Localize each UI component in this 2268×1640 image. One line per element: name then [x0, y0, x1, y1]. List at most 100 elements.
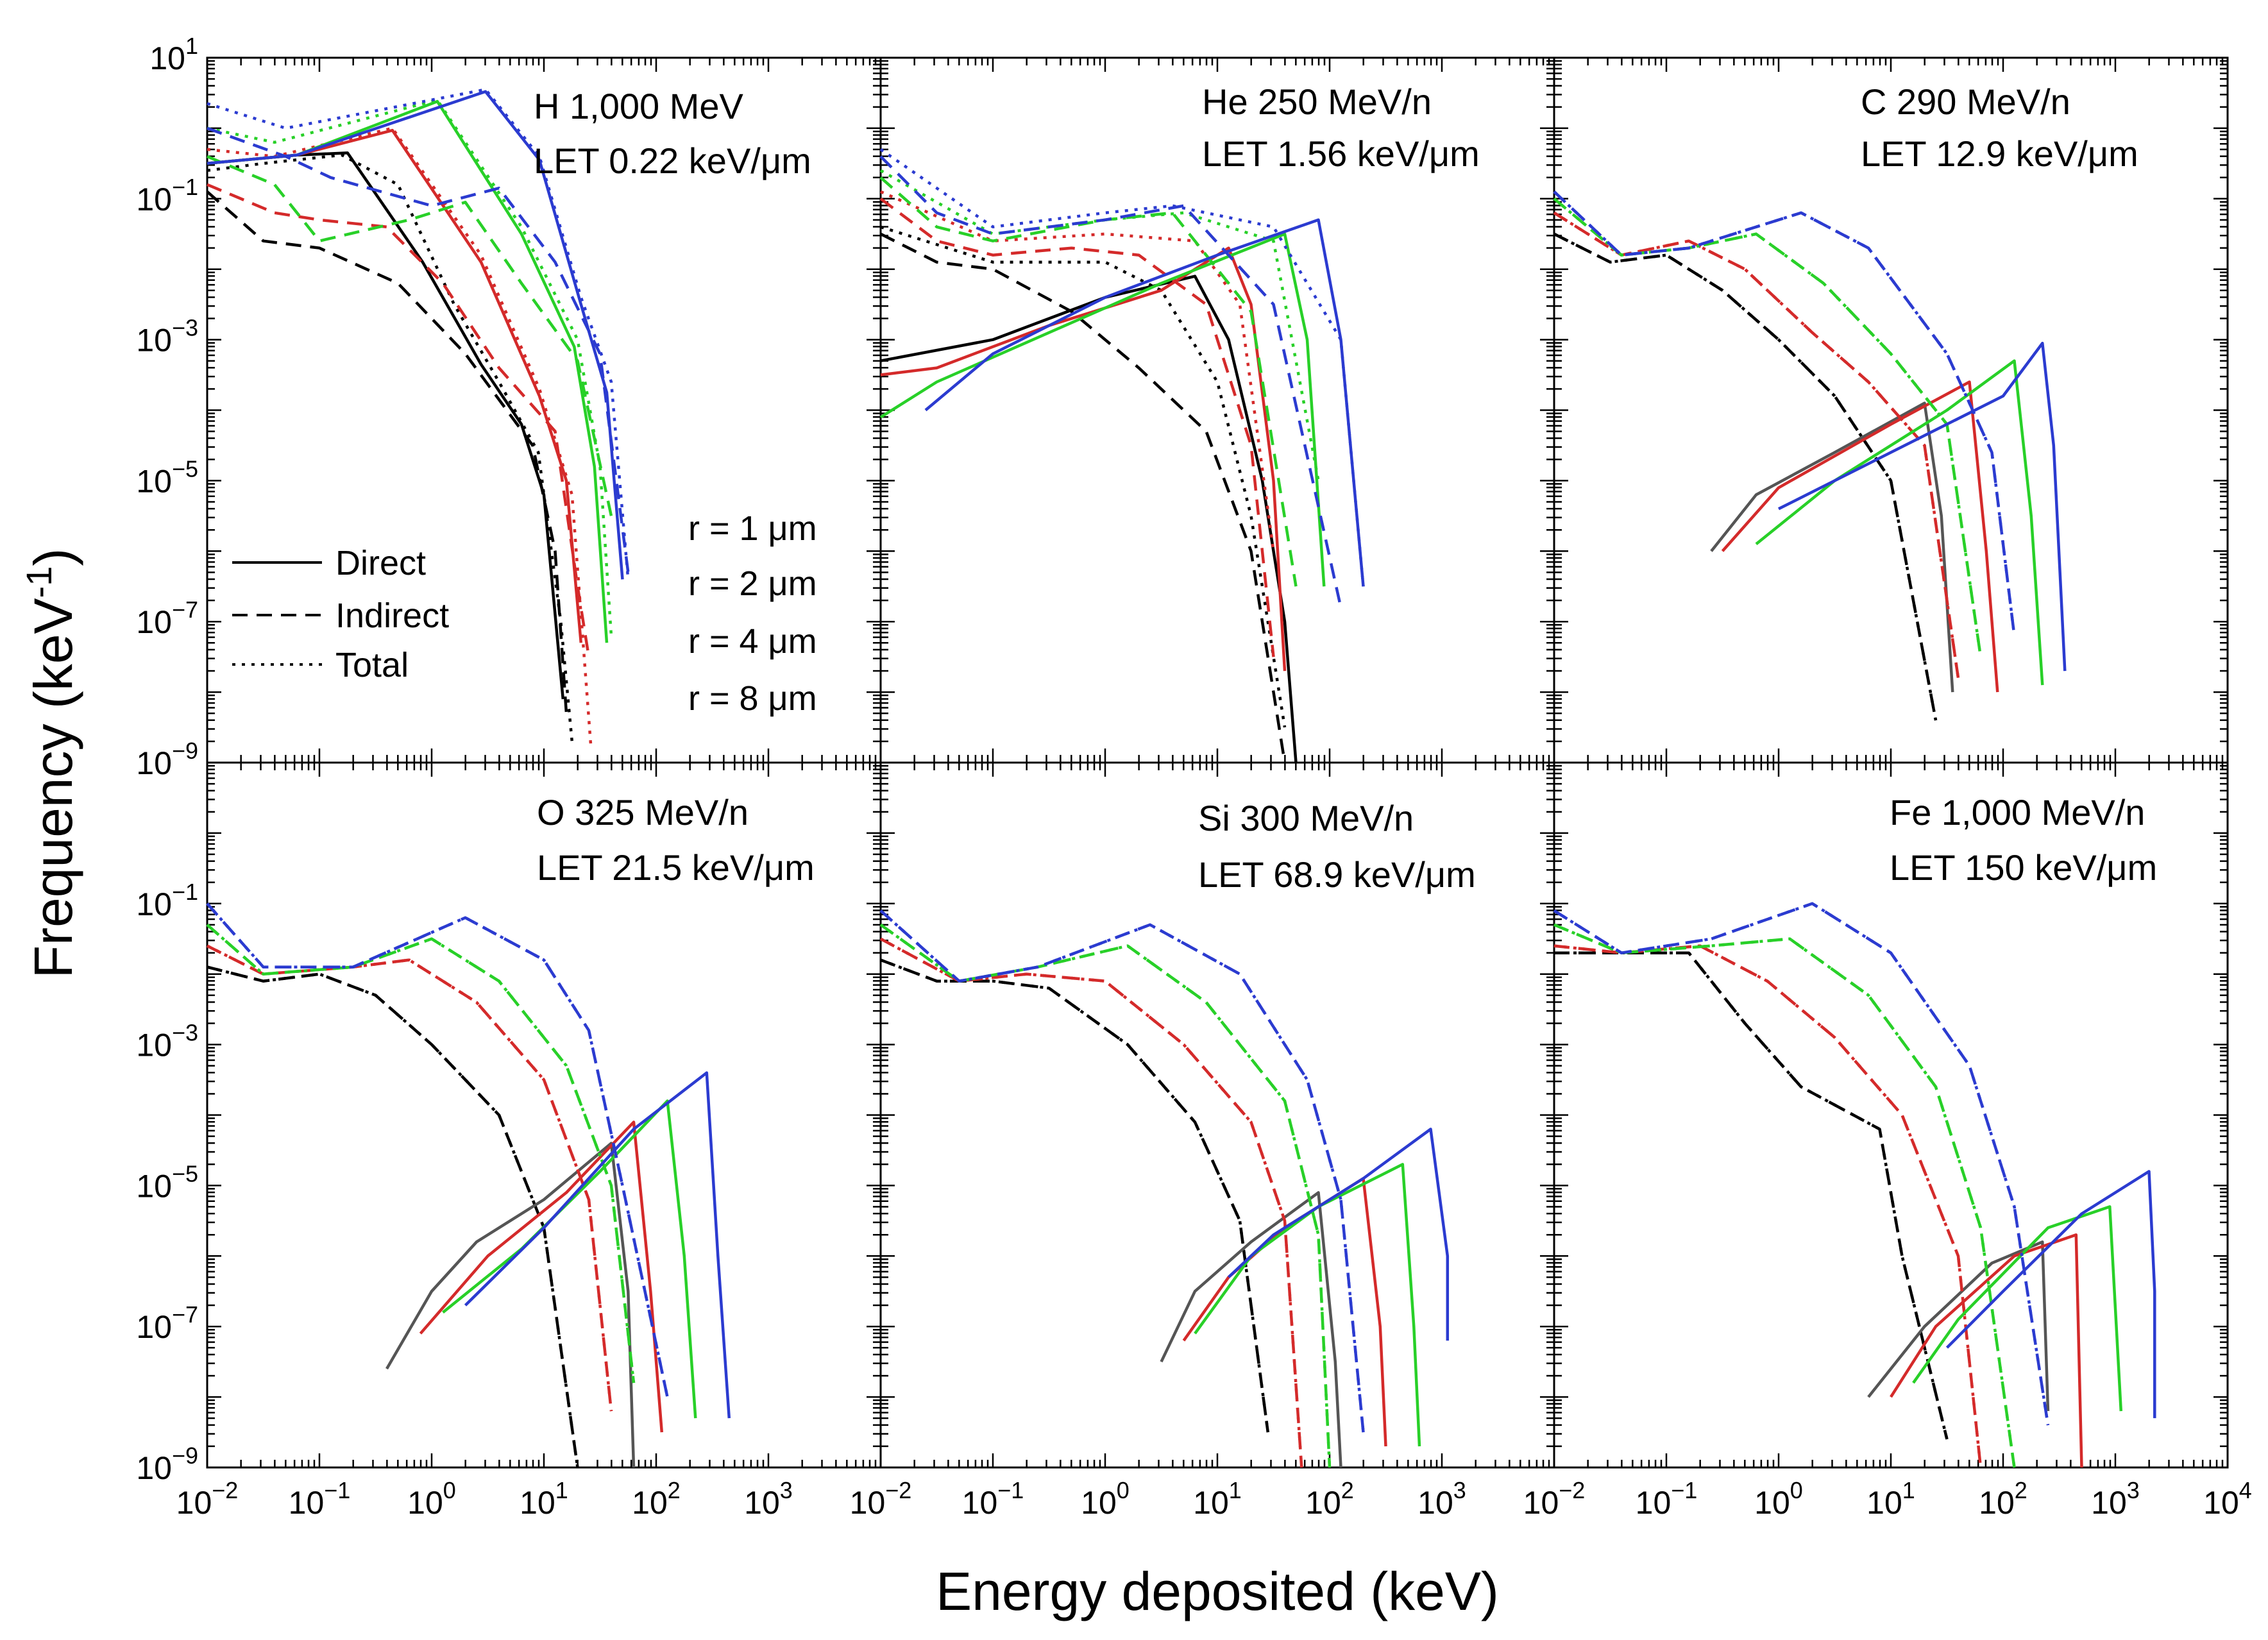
series-r8-direct — [207, 90, 624, 580]
panels: 101 10−1 10−3 10−5 10−7 10−9 H 1,000 MeV LET 0.… — [136, 33, 2252, 1521]
series-r1-direct — [385, 1142, 636, 1468]
series-r2-indirect — [1553, 211, 1960, 679]
legend-label-direct: Direct — [335, 544, 426, 582]
x-tick-label: 10−2 — [176, 1477, 239, 1521]
panel-2: He 250 MeV/n LET 1.56 keV/μm — [879, 56, 1555, 764]
series-r2-direct — [880, 246, 1287, 672]
series-r8-indirect — [879, 909, 1365, 1433]
x-tick-label: 100 — [1754, 1477, 1803, 1521]
series-r1-indirect — [879, 232, 1287, 763]
series-r4-total — [207, 98, 613, 636]
series-r1-total — [880, 225, 1287, 728]
y-tick-label: 10−3 — [136, 1020, 198, 1063]
series-r8-total — [207, 88, 630, 580]
series-r1-indirect — [207, 965, 579, 1468]
y-tick-label: 10−7 — [136, 596, 198, 640]
series-r1-indirect — [1553, 232, 1938, 721]
series-r8-direct — [1945, 1170, 2156, 1419]
panel-6: 10−2 10−1 100 101 102 103 104 Fe 1,000 MeV/n LET… — [1523, 761, 2252, 1521]
legend-radius-2: r = 2 μm — [688, 564, 817, 603]
x-tick-label: 10−1 — [962, 1477, 1024, 1521]
series-r4-direct — [879, 232, 1326, 587]
y-tick-label: 10−1 — [136, 879, 198, 922]
series-r8-direct — [924, 218, 1365, 587]
panel-title: C 290 MeV/n — [1861, 81, 2070, 122]
legend: Direct Indirect Total r = 1 μm r = 2 μm r = 4… — [232, 509, 817, 718]
series-r1-indirect — [880, 958, 1270, 1433]
series-r4-direct — [1194, 1163, 1421, 1447]
series-r2-total — [1553, 944, 1983, 1468]
series-r2-direct — [419, 1120, 664, 1433]
series-r2-direct — [1890, 1233, 2083, 1468]
y-tick-label: 10−5 — [136, 1160, 198, 1204]
series-r4-indirect — [879, 923, 1332, 1468]
series-r2-indirect — [1553, 944, 1983, 1468]
series-r2-indirect — [879, 198, 1275, 657]
panel-4: 10−1 10−3 10−5 10−7 10−910−2 10−1 100 101 102 103… — [136, 761, 882, 1521]
x-tick-label: 103 — [1418, 1477, 1466, 1521]
panel-3: C 290 MeV/n LET 12.9 keV/μm — [1553, 56, 2229, 764]
series-r8-total — [879, 909, 1365, 1433]
series-r8-total — [1553, 902, 2050, 1426]
panel-title: He 250 MeV/n — [1202, 81, 1432, 122]
y-tick-label: 10−7 — [136, 1301, 198, 1345]
legend-label-total: Total — [335, 646, 409, 684]
series-r2-indirect — [207, 183, 591, 657]
series-r8-direct — [1227, 1128, 1450, 1341]
x-tick-label: 103 — [744, 1477, 793, 1521]
series-r4-total — [206, 924, 636, 1383]
panel-let: LET 0.22 keV/μm — [534, 140, 811, 181]
x-tick-label: 10−1 — [289, 1477, 351, 1521]
series-r8-indirect — [1553, 902, 2050, 1426]
y-axis-title-close: ) — [23, 548, 83, 566]
series-r4-direct — [1912, 1205, 2123, 1412]
x-tick-label: 101 — [1866, 1477, 1915, 1521]
panel-let: LET 1.56 keV/μm — [1202, 133, 1480, 174]
series-r1-direct — [1710, 402, 1954, 693]
series-r1-direct — [880, 275, 1298, 763]
series-r1-total — [207, 965, 579, 1468]
y-axis-title-exp: -1 — [19, 566, 59, 598]
series-r1-total — [1553, 232, 1938, 721]
series-r8-total — [879, 148, 1365, 587]
panel-1: 101 10−1 10−3 10−5 10−7 10−9 H 1,000 MeV LET 0.… — [136, 33, 882, 781]
x-tick-label: 101 — [1193, 1477, 1242, 1521]
series-r4-indirect — [206, 924, 636, 1383]
series-r2-total — [880, 190, 1275, 552]
y-tick-label: 10−3 — [136, 315, 198, 359]
series-r2-total — [206, 944, 613, 1412]
y-tick-label: 10−9 — [136, 1442, 198, 1486]
x-tick-label: 102 — [632, 1477, 681, 1521]
series-r8-indirect — [207, 126, 630, 573]
series-r2-indirect — [206, 944, 613, 1412]
x-tick-label: 101 — [520, 1477, 568, 1521]
series-r4-indirect — [879, 176, 1298, 587]
series-r4-direct — [442, 1099, 697, 1419]
series-r1-direct — [1867, 1240, 2050, 1412]
y-tick-label: 10−9 — [136, 738, 198, 781]
series-r4-direct — [1755, 359, 2044, 686]
series-r1-direct — [1160, 1191, 1342, 1468]
y-tick-label: 10−1 — [136, 174, 198, 217]
panel-let: LET 68.9 keV/μm — [1198, 854, 1476, 895]
x-tick-label: 10−2 — [850, 1477, 912, 1521]
x-axis-title: Energy deposited (keV) — [936, 1561, 1499, 1621]
x-tick-label: 100 — [1081, 1477, 1130, 1521]
legend-radius-3: r = 4 μm — [688, 622, 817, 661]
series-r1-direct — [207, 151, 565, 700]
series-r8-direct — [1777, 341, 2067, 672]
series-r8-direct — [464, 1071, 731, 1419]
x-tick-label: 100 — [407, 1477, 456, 1521]
panel-let: LET 150 keV/μm — [1890, 847, 2157, 888]
series-r1-indirect — [206, 190, 568, 714]
series-r4-total — [879, 169, 1320, 481]
legend-label-indirect: Indirect — [335, 596, 449, 635]
series-r4-indirect — [1553, 923, 2016, 1468]
y-tick-label: 101 — [149, 33, 198, 76]
y-tick-label: 10−5 — [136, 455, 198, 499]
panel-title: Si 300 MeV/n — [1198, 798, 1414, 838]
panel-let: LET 12.9 keV/μm — [1861, 133, 2138, 174]
series-r4-indirect — [207, 155, 613, 516]
panel-title: H 1,000 MeV — [534, 86, 743, 126]
